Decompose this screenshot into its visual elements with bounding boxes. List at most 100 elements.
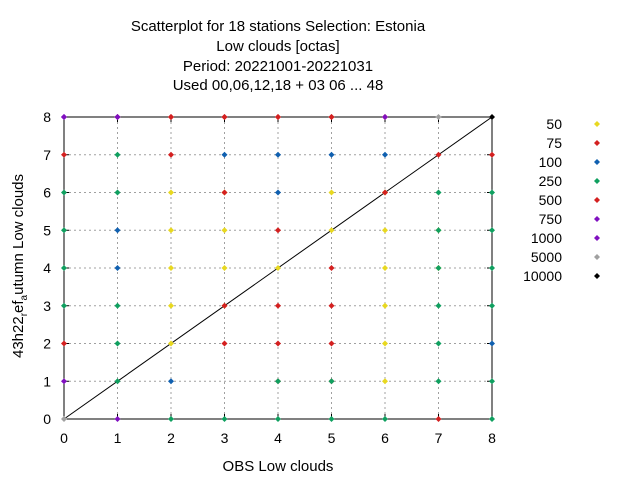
data-point-250 <box>168 416 174 422</box>
data-point-250 <box>114 151 121 158</box>
legend-marker-10000 <box>594 273 600 279</box>
data-point-250 <box>114 378 121 385</box>
y-tick-label: 6 <box>43 185 51 201</box>
legend-marker-750 <box>594 216 600 222</box>
data-point-250 <box>61 265 67 271</box>
data-point-250 <box>328 416 335 422</box>
data-point-50 <box>275 265 281 271</box>
data-point-250 <box>489 227 495 234</box>
data-point-250 <box>61 227 67 234</box>
y-tick-label: 2 <box>43 336 51 352</box>
legend-label-50: 50 <box>546 116 562 132</box>
data-point-10000 <box>489 114 495 120</box>
data-point-50 <box>382 378 388 385</box>
data-point-250 <box>435 265 442 271</box>
data-point-50 <box>221 265 228 271</box>
legend-marker-500 <box>594 197 600 203</box>
title-line-4: Used 00,06,12,18 + 03 06 ... 48 <box>173 77 384 94</box>
data-point-250 <box>328 378 335 385</box>
data-point-75 <box>328 265 335 271</box>
data-points <box>61 114 495 422</box>
data-point-250 <box>435 378 442 385</box>
y-label-part-1: 43h22 <box>10 316 27 358</box>
x-tick-label: 0 <box>60 430 68 446</box>
legend-marker-250 <box>594 178 600 184</box>
y-label-part-2: ef <box>10 300 27 313</box>
title-line-2: Low clouds [octas] <box>216 38 339 55</box>
data-point-5000 <box>435 114 442 120</box>
data-point-250 <box>489 265 495 271</box>
data-point-250 <box>114 189 121 196</box>
data-point-100 <box>328 151 335 158</box>
legend-label-1000: 1000 <box>531 230 562 246</box>
legend-marker-50 <box>594 121 600 127</box>
data-point-500 <box>221 114 228 120</box>
legend-label-500: 500 <box>539 192 563 208</box>
data-point-250 <box>489 416 495 422</box>
legend-label-100: 100 <box>539 154 563 170</box>
data-point-100 <box>489 340 495 347</box>
y-tick-label: 8 <box>43 109 51 125</box>
data-point-250 <box>435 340 442 347</box>
data-point-50 <box>382 302 388 309</box>
data-point-250 <box>435 302 442 309</box>
title-line-1: Scatterplot for 18 stations Selection: E… <box>131 18 426 35</box>
data-point-50 <box>168 302 174 309</box>
y-tick-label: 4 <box>43 260 51 276</box>
data-point-50 <box>382 340 388 347</box>
data-point-75 <box>328 302 335 309</box>
data-point-1000 <box>114 114 121 120</box>
data-point-100 <box>114 227 121 234</box>
y-axis-label: 43h22refautumn Low clouds <box>10 174 30 358</box>
data-point-75 <box>221 340 228 347</box>
data-point-750 <box>114 416 121 422</box>
data-point-50 <box>168 227 174 234</box>
y-tick-label: 3 <box>43 298 51 314</box>
x-tick-label: 5 <box>328 430 336 446</box>
x-tick-label: 6 <box>381 430 389 446</box>
data-point-75 <box>275 340 281 347</box>
y-label-part-3: utumn Low clouds <box>10 174 27 295</box>
data-point-100 <box>275 189 281 196</box>
data-point-250 <box>114 302 121 309</box>
data-point-250 <box>221 416 228 422</box>
data-point-750 <box>61 378 67 385</box>
x-axis-ticks: 0 1 2 3 4 5 6 7 8 <box>60 117 496 446</box>
x-tick-label: 8 <box>488 430 496 446</box>
y-tick-label: 5 <box>43 222 51 238</box>
legend-marker-75 <box>594 140 600 146</box>
data-point-75 <box>275 302 281 309</box>
data-point-750 <box>382 114 388 120</box>
data-point-250 <box>435 189 442 196</box>
data-point-50 <box>168 265 174 271</box>
legend-label-250: 250 <box>539 173 563 189</box>
y-tick-label: 1 <box>43 373 51 389</box>
legend-marker-1000 <box>594 235 600 241</box>
data-point-250 <box>435 227 442 234</box>
legend-label-75: 75 <box>546 135 562 151</box>
data-point-50 <box>328 189 335 196</box>
data-point-250 <box>382 416 388 422</box>
data-point-50 <box>168 189 174 196</box>
y-label-sub-2: a <box>19 294 30 300</box>
legend: 50 75 100 250 500 750 1000 5000 10000 <box>523 116 600 284</box>
legend-label-750: 750 <box>539 211 563 227</box>
data-point-75 <box>61 340 67 347</box>
data-point-500 <box>328 114 335 120</box>
data-point-1000 <box>61 114 67 120</box>
data-point-75 <box>435 416 442 422</box>
y-label-sub-1: r <box>19 312 30 316</box>
data-point-100 <box>275 151 281 158</box>
data-point-5000 <box>61 416 67 422</box>
data-point-500 <box>168 114 174 120</box>
data-point-100 <box>168 378 174 385</box>
data-point-250 <box>61 302 67 309</box>
x-axis-label: OBS Low clouds <box>223 458 334 475</box>
data-point-250 <box>489 378 495 385</box>
data-point-75 <box>435 151 442 158</box>
data-point-50 <box>221 227 228 234</box>
data-point-250 <box>61 189 67 196</box>
data-point-250 <box>489 189 495 196</box>
